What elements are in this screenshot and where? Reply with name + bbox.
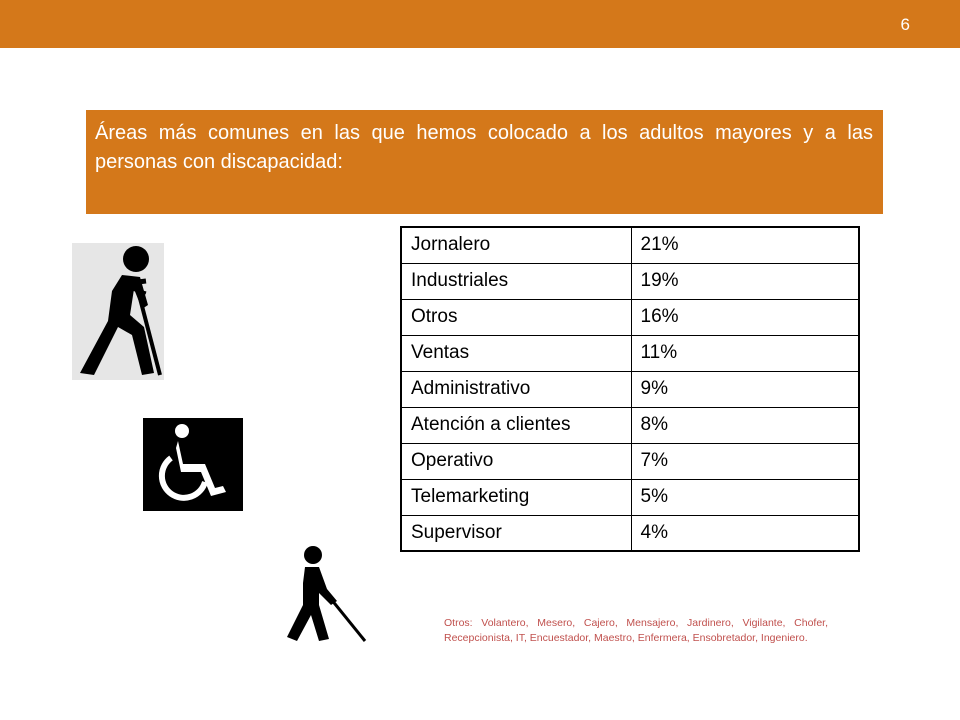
page-number: 6 [900,15,910,34]
table-cell-area: Operativo [400,442,632,480]
table-cell-area: Supervisor [400,514,632,552]
table-row: Jornalero 21% [400,226,860,264]
table-cell-pct: 19% [630,262,860,300]
table-row: Operativo 7% [400,442,860,480]
table-cell-area: Administrativo [400,370,632,408]
table-row: Supervisor 4% [400,514,860,552]
table-row: Telemarketing 5% [400,478,860,516]
table-row: Atención a clientes 8% [400,406,860,444]
person-with-crutch-icon [72,243,164,380]
table-cell-area: Telemarketing [400,478,632,516]
header-bar: 6 [0,0,960,48]
footnote: Otros: Volantero, Mesero, Cajero, Mensaj… [444,617,828,644]
blind-person-with-cane-icon [283,543,367,643]
table-cell-area: Industriales [400,262,632,300]
table-cell-area: Otros [400,298,632,336]
table-cell-area: Jornalero [400,226,632,264]
title-box: Áreas más comunes en las que hemos coloc… [86,110,883,214]
table-row: Otros 16% [400,298,860,336]
table-cell-pct: 11% [630,334,860,372]
table-cell-pct: 21% [630,226,860,264]
areas-table: Jornalero 21% Industriales 19% Otros 16% Ve… [400,226,860,552]
table-cell-area: Atención a clientes [400,406,632,444]
table-cell-pct: 4% [630,514,860,552]
table-cell-pct: 7% [630,442,860,480]
table-row: Industriales 19% [400,262,860,300]
wheelchair-icon [143,418,243,511]
table-cell-pct: 5% [630,478,860,516]
table-row: Administrativo 9% [400,370,860,408]
table-cell-pct: 8% [630,406,860,444]
table-cell-pct: 9% [630,370,860,408]
slide-title: Áreas más comunes en las que hemos coloc… [95,122,873,173]
table-cell-area: Ventas [400,334,632,372]
table-cell-pct: 16% [630,298,860,336]
table-row: Ventas 11% [400,334,860,372]
